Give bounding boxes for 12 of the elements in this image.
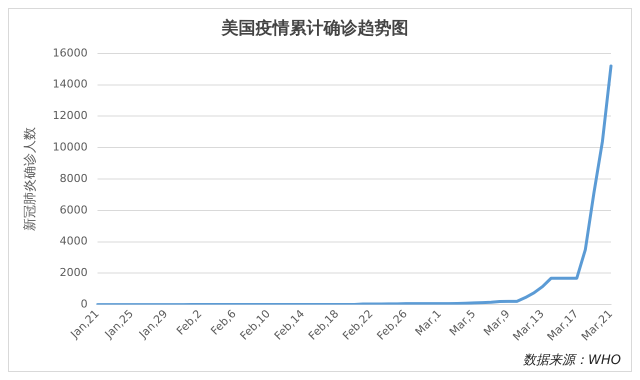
y-tick-label: 16000 — [52, 46, 88, 60]
y-tick-label: 14000 — [52, 78, 88, 91]
y-tick-label: 10000 — [52, 140, 88, 154]
y-tick-label: 8000 — [60, 172, 88, 185]
y-tick-label: 0 — [80, 297, 88, 310]
y-tick-label: 2000 — [60, 266, 88, 280]
y-tick-label: 6000 — [60, 203, 88, 216]
y-tick-label: 4000 — [60, 234, 88, 248]
y-axis-title: 新冠肺炎确诊人数 — [23, 127, 38, 232]
source-note: 数据来源：WHO — [523, 352, 621, 368]
y-tick-label: 12000 — [52, 109, 88, 122]
chart-title: 美国疫情累计确诊趋势图 — [220, 18, 408, 39]
